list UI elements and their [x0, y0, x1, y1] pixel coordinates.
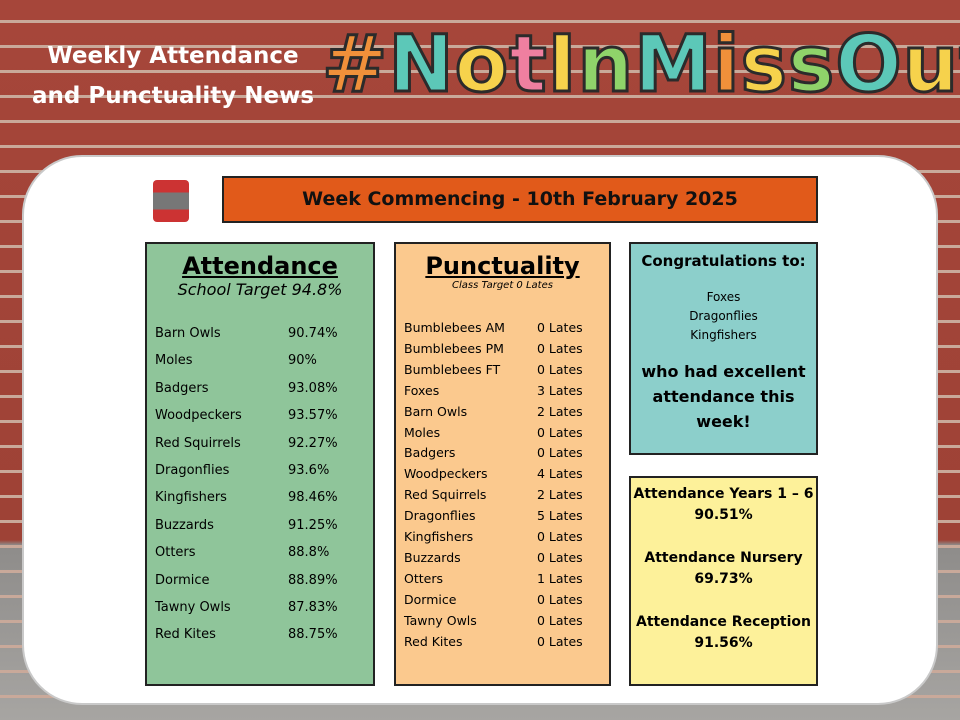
week-banner: Week Commencing - 10th February 2025: [222, 176, 818, 223]
summary-label: Attendance Nursery: [644, 550, 803, 566]
lates-value: 2 Lates: [537, 403, 583, 419]
lates-value: 0 Lates: [537, 361, 583, 377]
summary-value: 91.56%: [694, 635, 753, 651]
class-name: Dragonflies: [689, 309, 758, 323]
attendance-value: 98.46%: [288, 490, 338, 506]
class-name: Otters: [155, 545, 196, 561]
class-name: Tawny Owls: [404, 612, 477, 628]
class-name: Bumblebees AM: [404, 320, 505, 335]
punctuality-box: Punctuality Class Target 0 Lates Bumbleb…: [394, 242, 611, 686]
lates-value: 0 Lates: [537, 529, 583, 544]
lates-value: 0 Lates: [537, 320, 583, 335]
attendance-value: 91.25%: [288, 517, 338, 533]
class-name: Kingfishers: [155, 490, 227, 506]
attendance-value: 93.57%: [288, 408, 338, 424]
class-name: Dormice: [404, 591, 457, 607]
class-name: Red Kites: [404, 633, 463, 649]
congratulations-title: Congratulations to:: [641, 252, 806, 270]
attendance-value: 87.83%: [288, 600, 338, 615]
congratulations-message: who had excellent attendance this week!: [641, 362, 806, 431]
congratulations-box: Congratulations to: Foxes Dragonflies King…: [629, 242, 818, 455]
lates-value: 1 Lates: [537, 570, 583, 586]
class-list: Foxes Dragonflies Kingfishers: [631, 288, 816, 345]
title-line: Weekly Attendance: [47, 43, 299, 69]
lates-value: 3 Lates: [537, 382, 583, 398]
class-name: Buzzards: [404, 549, 461, 565]
lates-value: 0 Lates: [537, 612, 583, 628]
attendance-target: School Target 94.8%: [177, 280, 343, 299]
summary-label: Attendance Reception: [636, 614, 811, 630]
class-name: Moles: [155, 353, 193, 369]
summary-value: 90.51%: [694, 507, 753, 523]
summary-box: Attendance Years 1 – 6 90.51% Attendance N…: [629, 476, 818, 686]
attendance-title: Attendance: [182, 252, 338, 280]
attendance-value: 93.08%: [288, 380, 338, 396]
class-name: Foxes: [706, 290, 741, 304]
class-name: Barn Owls: [404, 403, 468, 419]
attendance-box: Attendance School Target 94.8% Barn Owls…: [145, 242, 375, 686]
class-name: Tawny Owls: [155, 600, 231, 615]
class-name: Bumblebees FT: [404, 361, 501, 377]
class-name: Badgers: [404, 445, 456, 461]
newsletter-title: Weekly Attendance and Punctuality News: [28, 36, 318, 116]
lates-value: 0 Lates: [537, 591, 583, 607]
lates-value: 0 Lates: [537, 549, 583, 565]
class-name: Kingfishers: [404, 529, 474, 544]
attendance-value: 93.6%: [288, 463, 330, 478]
lates-value: 0 Lates: [537, 424, 583, 440]
lates-value: 0 Lates: [537, 633, 583, 649]
summary-value: 69.73%: [694, 571, 753, 587]
hashtag: #NotInMissOut: [320, 19, 960, 112]
lates-value: 0 Lates: [537, 340, 583, 356]
class-name: Dragonflies: [404, 508, 476, 524]
lates-value: 5 Lates: [537, 508, 583, 524]
attendance-value: 92.27%: [288, 435, 338, 451]
class-name: Otters: [404, 570, 443, 586]
lates-value: 2 Lates: [537, 487, 583, 503]
attendance-value: 88.75%: [288, 627, 338, 643]
attendance-value: 88.8%: [288, 545, 330, 561]
class-name: Dragonflies: [155, 463, 230, 478]
class-name: Bumblebees PM: [404, 340, 504, 356]
class-name: Foxes: [404, 382, 440, 398]
class-name: Buzzards: [155, 517, 214, 533]
class-name: Woodpeckers: [404, 466, 488, 482]
school-logo: [153, 180, 189, 222]
attendance-value: 90.74%: [288, 326, 338, 341]
class-name: Badgers: [155, 380, 209, 396]
class-name: Red Kites: [155, 627, 216, 643]
class-name: Dormice: [155, 572, 210, 588]
attendance-value: 88.89%: [288, 572, 338, 588]
class-name: Barn Owls: [155, 326, 221, 341]
class-name: Red Squirrels: [404, 487, 487, 503]
class-name: Woodpeckers: [155, 408, 242, 424]
summary-label: Attendance Years 1 – 6: [633, 486, 814, 502]
title-line: and Punctuality News: [31, 83, 315, 109]
attendance-value: 90%: [288, 353, 317, 369]
punctuality-target: Class Target 0 Lates: [452, 280, 553, 291]
lates-value: 4 Lates: [537, 466, 583, 482]
lates-value: 0 Lates: [537, 445, 583, 461]
class-name: Red Squirrels: [155, 435, 241, 451]
class-name: Moles: [404, 424, 441, 440]
class-name: Kingfishers: [690, 328, 757, 342]
punctuality-title: Punctuality: [425, 252, 580, 280]
